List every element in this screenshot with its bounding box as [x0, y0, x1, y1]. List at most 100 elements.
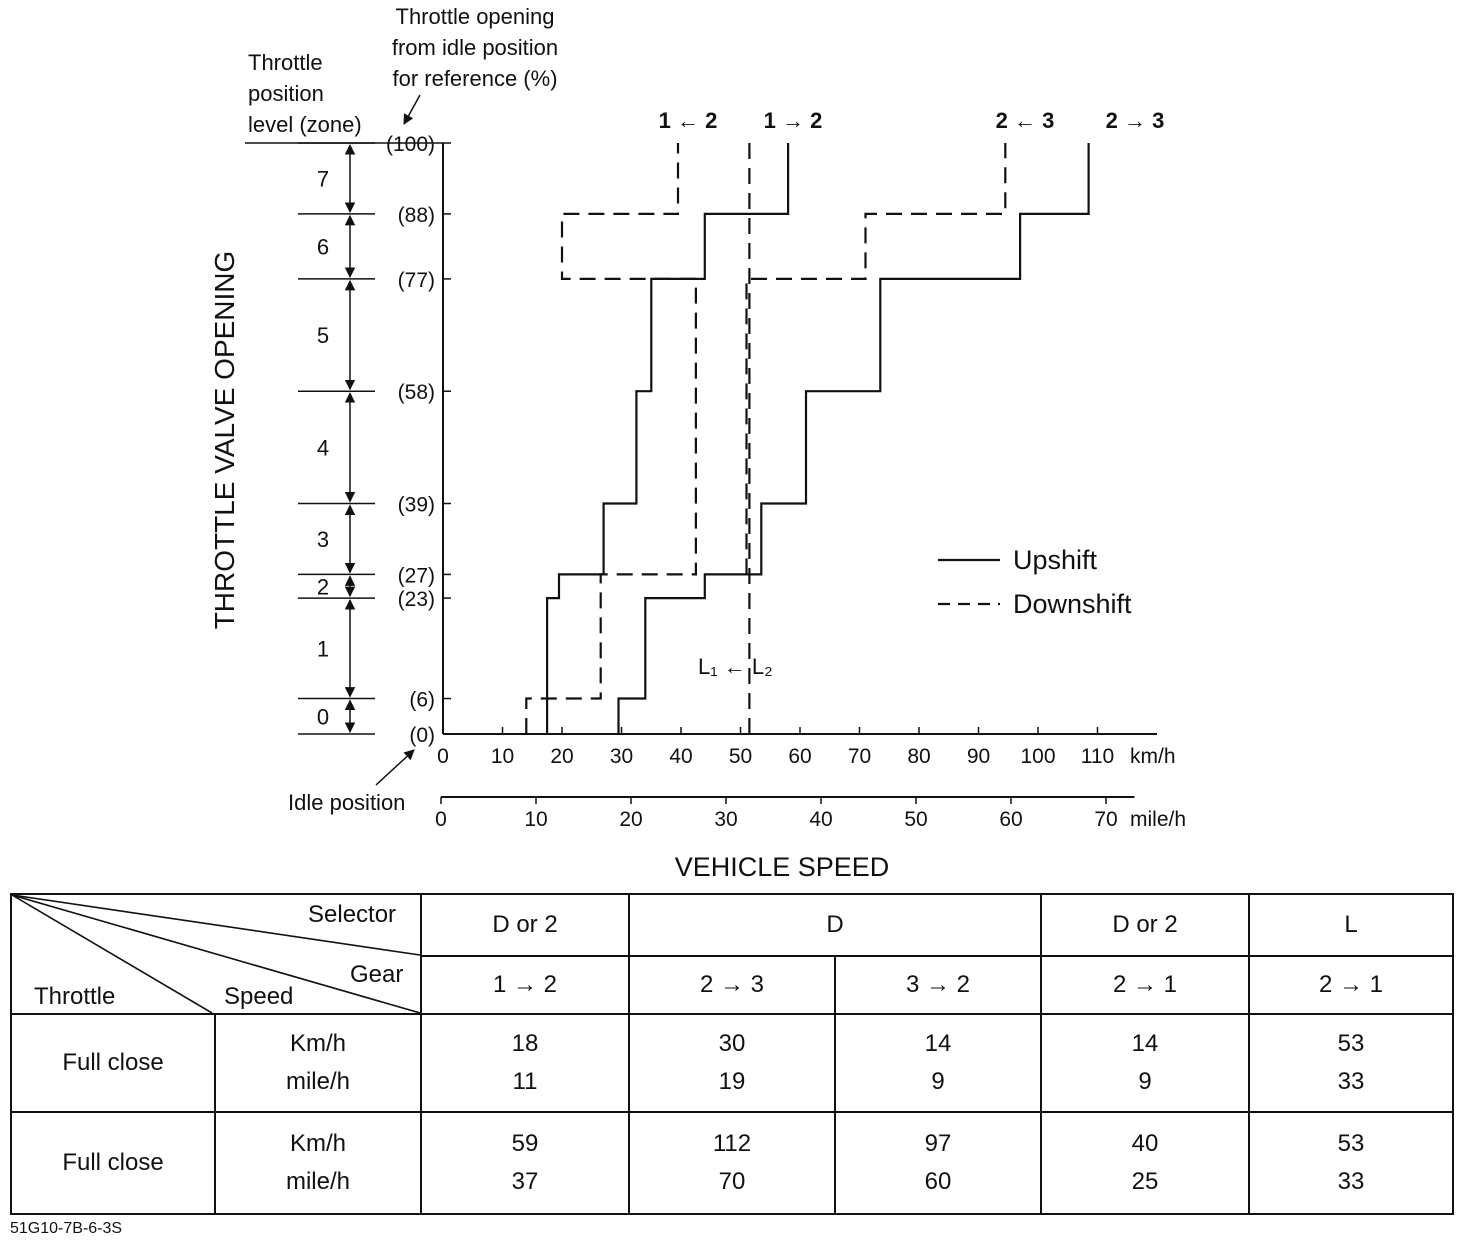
legend-label: Upshift	[1013, 545, 1098, 575]
opening-header-text: from idle position	[392, 35, 558, 60]
x-tick-label-mph: 10	[524, 808, 547, 831]
value-cell: 40 25	[1040, 1111, 1250, 1215]
selector-header: D	[628, 893, 1042, 957]
series-line	[546, 143, 790, 734]
value-kmh: 53	[1337, 1030, 1365, 1057]
value-cell: 53 33	[1248, 1111, 1454, 1215]
x-unit-mph: mile/h	[1130, 808, 1186, 831]
x-tick-label-mph: 0	[435, 808, 447, 831]
x-tick-label-kmh: 50	[729, 745, 752, 768]
opening-header-text: Throttle opening	[396, 4, 555, 29]
shift-label: 2 → 3	[1106, 108, 1165, 133]
value-kmh: 14	[1131, 1030, 1159, 1057]
corner-throttle-label: Throttle	[34, 983, 116, 1010]
x-tick-label-mph: 30	[714, 808, 737, 831]
gear-header: 1 → 2	[420, 955, 630, 1015]
legend-label: Downshift	[1013, 589, 1132, 619]
zone-header-text: Throttle	[248, 50, 323, 75]
value-mph: 25	[1131, 1168, 1159, 1195]
corner-gear-label: Gear	[350, 961, 404, 988]
corner-speed-label: Speed	[224, 983, 294, 1010]
gear-header: 3 → 2	[834, 955, 1042, 1015]
table-corner: Selector Gear Throttle Speed	[10, 893, 422, 1015]
corner-diagonals	[12, 895, 420, 1013]
x-tick-label-mph: 40	[809, 808, 832, 831]
shift-label: 1 ← 2	[659, 108, 718, 133]
y-tick-label: (100)	[386, 133, 435, 156]
shift-speed-table: Selector Gear Throttle Speed D or 2 D D …	[10, 893, 1454, 1215]
value-mph: 19	[718, 1068, 746, 1095]
value-kmh: 59	[511, 1130, 539, 1157]
x-tick-label-kmh: 10	[491, 745, 514, 768]
corner-selector-label: Selector	[308, 901, 397, 928]
y-tick-label: (6)	[409, 689, 435, 712]
series-line	[745, 143, 1007, 575]
gear-header: 2 → 3	[628, 955, 836, 1015]
x-tick-label-kmh: 100	[1020, 745, 1055, 768]
zone-label: 3	[317, 527, 329, 552]
figure-code: 51G10-7B-6-3S	[10, 1220, 123, 1237]
value-kmh: 14	[924, 1030, 952, 1057]
throttle-cell: Full close	[10, 1013, 216, 1113]
zone-label: 4	[317, 435, 329, 460]
value-cell: 53 33	[1248, 1013, 1454, 1113]
value-cell: 18 11	[420, 1013, 630, 1113]
x-tick-label-kmh: 0	[437, 745, 449, 768]
y-tick-label: (77)	[398, 269, 435, 292]
value-mph: 60	[924, 1168, 952, 1195]
value-cell: 97 60	[834, 1111, 1042, 1215]
zone-label: 7	[317, 166, 329, 191]
unit-mph: mile/h	[285, 1168, 351, 1195]
value-mph: 33	[1337, 1168, 1365, 1195]
zone-label: 0	[317, 704, 329, 729]
idle-position-label: Idle position	[288, 790, 405, 815]
idle-position-pointer	[375, 749, 415, 786]
x-axis-title: VEHICLE SPEED	[675, 852, 890, 882]
zone-header-text: level (zone)	[248, 112, 362, 137]
zone-label: 1	[317, 636, 329, 661]
unit-mph: mile/h	[285, 1068, 351, 1095]
gear-header: 2 → 1	[1248, 955, 1454, 1015]
shift-pattern-chart: 1 ← 2 1 → 2 2 ← 3 2 → 3 Throttle position leve…	[209, 4, 1186, 882]
value-kmh: 40	[1131, 1130, 1159, 1157]
x-tick-label-kmh: 40	[669, 745, 692, 768]
value-kmh: 53	[1337, 1130, 1365, 1157]
value-mph: 9	[1138, 1068, 1152, 1095]
x-tick-label-mph: 70	[1094, 808, 1117, 831]
x-tick-label-kmh: 90	[967, 745, 990, 768]
x-tick-label-kmh: 80	[907, 745, 930, 768]
selector-header: D or 2	[420, 893, 630, 957]
value-kmh: 18	[511, 1030, 539, 1057]
x-tick-label-kmh: 20	[550, 745, 573, 768]
series-line	[525, 143, 697, 734]
y-axis-title: THROTTLE VALVE OPENING	[209, 251, 240, 630]
value-mph: 70	[718, 1168, 746, 1195]
x-tick-label-mph: 20	[619, 808, 642, 831]
y-tick-label: (39)	[398, 494, 435, 517]
value-kmh: 30	[718, 1030, 746, 1057]
x-tick-label-mph: 50	[904, 808, 927, 831]
value-cell: 112 70	[628, 1111, 836, 1215]
value-cell: 14 9	[1040, 1013, 1250, 1113]
unit-cell: Km/h mile/h	[214, 1013, 422, 1113]
zone-label: 2	[317, 574, 329, 599]
value-cell: 14 9	[834, 1013, 1042, 1113]
unit-cell: Km/h mile/h	[214, 1111, 422, 1215]
x-tick-label-kmh: 70	[848, 745, 871, 768]
value-cell: 30 19	[628, 1013, 836, 1113]
gear-header: 2 → 1	[1040, 955, 1250, 1015]
shift-label: 2 ← 3	[996, 108, 1055, 133]
y-tick-label: (23)	[398, 588, 435, 611]
x-tick-label-kmh: 110	[1081, 745, 1114, 768]
y-tick-label: (0)	[409, 724, 435, 747]
y-tick-label: (58)	[398, 381, 435, 404]
series-line	[617, 143, 1090, 734]
l-shift-label: L₁ ← L₂	[698, 654, 773, 679]
value-kmh: 112	[712, 1130, 752, 1157]
value-cell: 59 37	[420, 1111, 630, 1215]
value-mph: 11	[512, 1068, 538, 1095]
value-mph: 33	[1337, 1068, 1365, 1095]
x-unit-kmh: km/h	[1130, 745, 1176, 768]
x-tick-label-mph: 60	[999, 808, 1022, 831]
x-tick-label-kmh: 30	[610, 745, 633, 768]
